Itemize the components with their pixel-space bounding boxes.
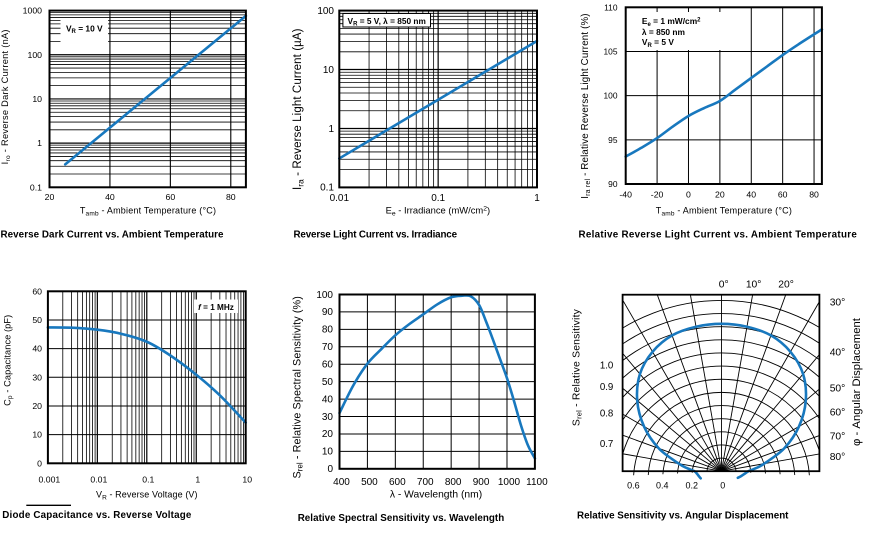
svg-text:VR = 10 V: VR = 10 V — [66, 24, 103, 36]
svg-text:-20: -20 — [651, 189, 664, 199]
svg-text:1: 1 — [37, 138, 42, 148]
svg-text:80: 80 — [226, 192, 236, 202]
svg-text:0.8: 0.8 — [600, 409, 613, 420]
svg-text:1: 1 — [195, 475, 200, 485]
svg-text:1.0: 1.0 — [600, 361, 614, 372]
svg-text:20: 20 — [45, 192, 55, 202]
svg-text:100: 100 — [28, 50, 43, 60]
svg-text:40°: 40° — [830, 348, 846, 359]
svg-text:90: 90 — [322, 307, 334, 318]
svg-text:40: 40 — [32, 344, 42, 354]
svg-text:95: 95 — [608, 135, 618, 145]
svg-text:40: 40 — [105, 192, 115, 202]
svg-text:λ - Wavelength (nm): λ - Wavelength (nm) — [390, 490, 482, 501]
svg-text:Srel - Relative Spectral Sensi: Srel - Relative Spectral Sensitivity (%) — [292, 296, 305, 478]
svg-text:10: 10 — [32, 430, 42, 440]
svg-text:λ = 850 nm: λ = 850 nm — [642, 27, 685, 37]
svg-text:800: 800 — [445, 477, 462, 488]
svg-text:1000: 1000 — [23, 6, 42, 16]
svg-text:VR = 5 V, λ = 850 nm: VR = 5 V, λ = 850 nm — [348, 16, 426, 28]
svg-text:Relative Reverse Light Current: Relative Reverse Light Current vs. Ambie… — [579, 230, 858, 241]
svg-text:50°: 50° — [830, 383, 846, 394]
svg-text:20: 20 — [715, 189, 725, 199]
svg-text:Relative Sensitivity vs. Angul: Relative Sensitivity vs. Angular Displac… — [577, 511, 789, 522]
svg-text:10: 10 — [32, 94, 42, 104]
svg-text:1100: 1100 — [526, 477, 548, 488]
svg-text:110: 110 — [604, 2, 618, 12]
svg-text:40: 40 — [322, 394, 334, 405]
svg-text:VR = 5 V: VR = 5 V — [642, 37, 674, 49]
svg-text:0: 0 — [37, 458, 42, 468]
svg-text:0.1: 0.1 — [30, 182, 42, 192]
svg-text:20°: 20° — [778, 280, 794, 291]
svg-text:Reverse Dark Current vs. Ambie: Reverse Dark Current vs. Ambient Tempera… — [1, 230, 225, 241]
svg-text:Reverse Light Current vs. Irra: Reverse Light Current vs. Irradiance — [294, 230, 458, 241]
svg-text:400: 400 — [333, 477, 350, 488]
svg-text:0.4: 0.4 — [656, 481, 669, 491]
svg-text:0.6: 0.6 — [627, 481, 640, 491]
svg-text:60: 60 — [322, 360, 334, 371]
svg-text:-40: -40 — [619, 189, 632, 199]
svg-text:70°: 70° — [830, 432, 846, 443]
svg-text:0: 0 — [720, 481, 725, 491]
svg-text:1: 1 — [534, 193, 540, 204]
svg-text:1000: 1000 — [498, 477, 521, 488]
svg-text:900: 900 — [473, 477, 490, 488]
svg-text:Ee - Irradiance (mW/cm2): Ee - Irradiance (mW/cm2) — [386, 205, 490, 218]
svg-text:40: 40 — [746, 189, 756, 199]
svg-text:60: 60 — [166, 192, 176, 202]
svg-text:80: 80 — [322, 325, 334, 336]
svg-text:60°: 60° — [830, 408, 846, 419]
svg-text:0.1: 0.1 — [142, 475, 154, 485]
svg-text:Ira rel - Relative Reverse Lig: Ira rel - Relative Reverse Light Current… — [580, 13, 592, 198]
svg-text:Diode Capacitance vs. Reverse: Diode Capacitance vs. Reverse Voltage — [2, 510, 192, 521]
svg-text:0.1: 0.1 — [320, 183, 334, 194]
svg-text:0.2: 0.2 — [686, 481, 699, 491]
svg-text:0.01: 0.01 — [90, 475, 107, 485]
svg-text:90: 90 — [608, 179, 618, 189]
svg-text:Ira - Reverse Light Current (µ: Ira - Reverse Light Current (µA) — [292, 28, 305, 190]
svg-text:60: 60 — [32, 286, 42, 296]
svg-text:φ - Angular Displacement: φ - Angular Displacement — [851, 317, 863, 446]
svg-text:70: 70 — [322, 342, 334, 353]
svg-text:80: 80 — [809, 189, 819, 199]
svg-text:0.9: 0.9 — [600, 382, 613, 393]
svg-text:10°: 10° — [746, 280, 762, 291]
svg-text:f = 1 MHz: f = 1 MHz — [198, 303, 234, 312]
svg-text:700: 700 — [417, 477, 434, 488]
svg-text:50: 50 — [32, 315, 42, 325]
svg-text:30: 30 — [32, 372, 42, 382]
svg-text:0.001: 0.001 — [39, 475, 61, 485]
svg-text:500: 500 — [361, 477, 378, 488]
svg-text:60: 60 — [778, 189, 788, 199]
svg-text:600: 600 — [389, 477, 406, 488]
svg-text:10: 10 — [323, 65, 335, 76]
svg-text:1: 1 — [328, 124, 334, 135]
svg-text:0.01: 0.01 — [330, 193, 350, 204]
svg-text:10: 10 — [322, 447, 334, 458]
svg-text:0: 0 — [327, 464, 333, 475]
svg-text:10: 10 — [242, 475, 252, 485]
svg-text:Relative Spectral Sensitivity: Relative Spectral Sensitivity vs. Wavele… — [298, 513, 505, 524]
svg-text:100: 100 — [604, 91, 618, 101]
svg-text:100: 100 — [316, 290, 333, 301]
svg-text:30°: 30° — [830, 297, 846, 308]
svg-text:20: 20 — [32, 401, 42, 411]
svg-text:50: 50 — [322, 377, 334, 388]
svg-text:0.7: 0.7 — [600, 439, 613, 450]
svg-text:30: 30 — [322, 412, 334, 423]
svg-text:0: 0 — [686, 189, 691, 199]
svg-text:0°: 0° — [719, 280, 729, 291]
svg-text:0.1: 0.1 — [431, 193, 445, 204]
svg-text:105: 105 — [604, 46, 618, 56]
svg-text:100: 100 — [317, 6, 334, 17]
svg-text:80°: 80° — [830, 452, 846, 463]
svg-text:20: 20 — [322, 429, 334, 440]
svg-text:Srel - Relative Sensitivity: Srel - Relative Sensitivity — [572, 308, 584, 426]
